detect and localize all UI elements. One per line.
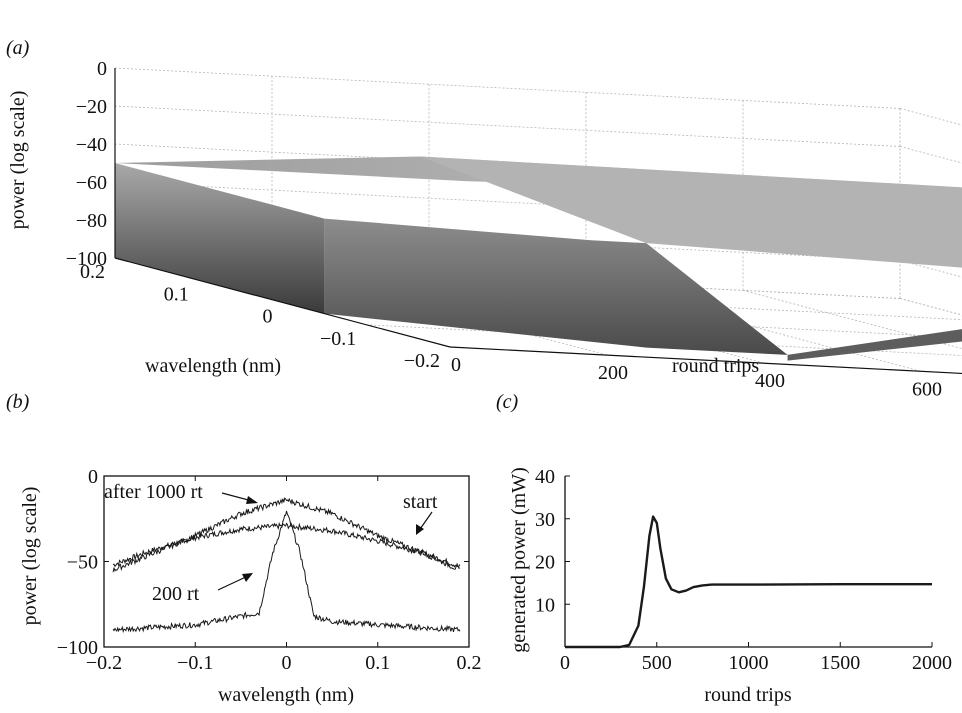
panel-c-ticks: 0 500 1000 1500 2000 10 20 30 40 — [535, 466, 952, 674]
b-y-tick-label: 0 — [88, 466, 98, 488]
z-tick-label: −20 — [76, 96, 107, 118]
panel-a-wavelength-axis-label: wavelength (nm) — [145, 355, 281, 377]
panel-a-axis-line — [449, 346, 962, 375]
c-y-tick-label: 10 — [535, 594, 555, 616]
surface-plateau — [420, 156, 962, 268]
panel-a-3d-surface: (a) 0 −20 −40 −60 −80 −100 0.2 0.1 0 −0.1 −0.2 0 2… — [6, 37, 962, 400]
panel-a-wavelength-ticks: 0.2 0.1 0 −0.1 −0.2 — [80, 261, 440, 372]
grid-side-horizontal — [899, 108, 962, 126]
panel-a-roundtrip-ticks: 02004006008001000 — [451, 354, 942, 400]
z-tick-label: −40 — [76, 134, 107, 156]
grid-back-horizontal — [114, 67, 901, 109]
b-x-tick-label: −0.1 — [177, 652, 213, 674]
c-x-tick-label: 2000 — [912, 652, 952, 674]
panel-c-series — [565, 515, 932, 649]
c-x-tick-label: 1000 — [729, 652, 769, 674]
b-x-tick-label: −0.2 — [86, 652, 122, 674]
z-tick-label: 0 — [97, 58, 107, 80]
c-x-tick-label: 0 — [560, 652, 570, 674]
panel-a-axis-line — [114, 257, 451, 348]
c-x-tick-label: 1500 — [820, 652, 860, 674]
grid-back-horizontal — [114, 181, 901, 223]
c-y-tick-label: 40 — [535, 466, 555, 488]
wavelength-tick-label: 0.1 — [164, 283, 189, 305]
b-y-tick-label: −50 — [67, 552, 98, 574]
roundtrip-tick-label: 200 — [598, 362, 628, 384]
panel-c-y-axis-label: generated power (mW) — [508, 467, 530, 652]
panel-a-z-ticks: 0 −20 −40 −60 −80 −100 — [66, 58, 107, 270]
panel-b-ticks: −0.2 −0.1 0 0.1 0.2 0 −50 −100 — [57, 466, 482, 674]
wavelength-tick-label: 0 — [263, 306, 273, 328]
annotation-start: start — [403, 491, 438, 513]
z-tick-label: −80 — [76, 210, 107, 232]
b-x-tick-label: 0.2 — [457, 652, 482, 674]
c-y-tick-label: 20 — [535, 552, 555, 574]
c-y-tick-label: 30 — [535, 509, 555, 531]
panel-a-label: (a) — [6, 37, 30, 59]
surface-initial-floor-face — [115, 163, 325, 314]
panel-a-axes — [114, 68, 962, 375]
panel-b-label: (b) — [6, 391, 30, 413]
roundtrip-tick-label: 400 — [755, 370, 785, 392]
panel-c-generated-power: (c) 0 500 1000 1500 2000 10 20 30 40 generated p… — [496, 391, 952, 706]
z-tick-label: −100 — [66, 248, 107, 270]
panel-a-surface — [115, 156, 962, 361]
panel-b-y-axis-label: power (log scale) — [19, 487, 41, 626]
annotation-after-1000-rt: after 1000 rt — [104, 481, 203, 503]
arrow-head-start — [416, 524, 424, 535]
grid-side-horizontal — [899, 146, 962, 164]
b-series-line — [112, 510, 461, 634]
grid-side-horizontal — [899, 260, 962, 278]
roundtrip-tick-label: 600 — [912, 378, 942, 400]
b-x-tick-label: 0 — [282, 652, 292, 674]
grid-floor-line — [899, 298, 962, 316]
c-power-curve — [565, 515, 932, 649]
panel-c-label: (c) — [496, 391, 519, 413]
panel-b-spectra: (b) −0.2 −0.1 0 0.1 0.2 0 −50 −100 power (log s… — [6, 391, 482, 706]
panel-a-z-axis-label: power (log scale) — [7, 91, 29, 230]
arrow-head-200-rt — [242, 573, 253, 582]
panel-b-annotation-arrows — [217, 492, 433, 591]
panel-b-series — [112, 497, 461, 634]
wavelength-tick-label: −0.1 — [320, 328, 356, 350]
b-x-tick-label: 0.1 — [365, 652, 390, 674]
z-tick-label: −60 — [76, 172, 107, 194]
grid-back-horizontal — [114, 105, 901, 147]
surface-front-edge — [787, 329, 962, 361]
roundtrip-tick-label: 0 — [451, 354, 461, 376]
b-series-line — [112, 497, 461, 573]
panel-b-x-axis-label: wavelength (nm) — [218, 684, 354, 706]
panel-c-x-axis-label: round trips — [704, 684, 791, 706]
arrow-head-after-1000-rt — [246, 496, 258, 504]
wavelength-tick-label: 0.2 — [80, 261, 105, 283]
c-x-tick-label: 500 — [642, 652, 672, 674]
b-y-tick-label: −100 — [57, 637, 98, 659]
annotation-200-rt: 200 rt — [152, 583, 200, 605]
panel-a-roundtrip-axis-label: round trips — [672, 355, 759, 377]
wavelength-tick-label: −0.2 — [404, 350, 440, 372]
surface-valley-face — [324, 218, 788, 355]
